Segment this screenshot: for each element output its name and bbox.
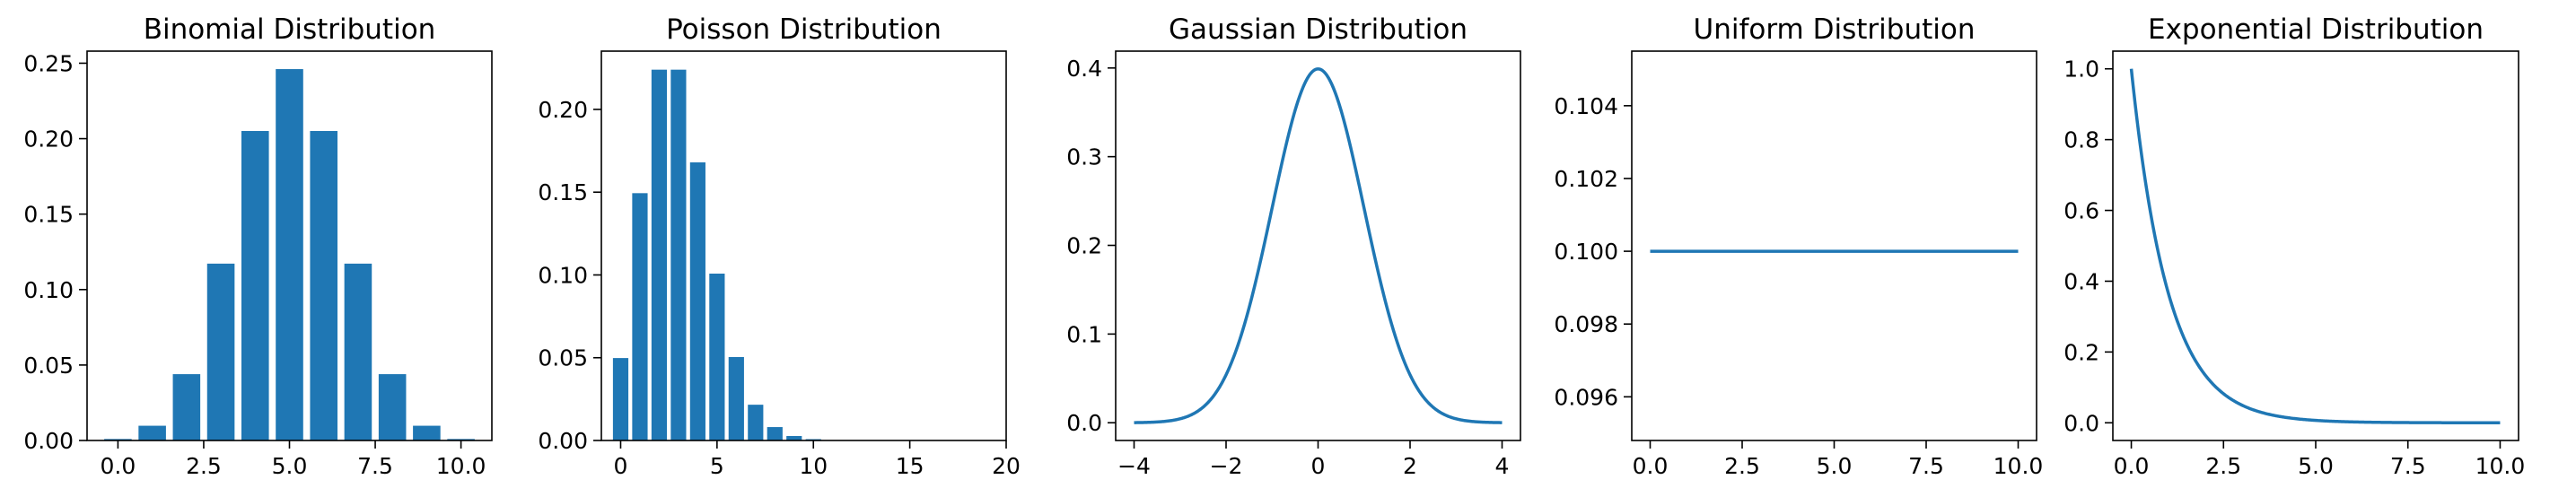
x-tick-label: 5.0 [2298,453,2334,479]
axes-frame [600,50,1007,441]
bar [413,425,441,440]
y-tick-label: 0.15 [538,179,588,205]
chart-panel-3: Gaussian Distribution −4 −2 0 2 4 0.0 0.1 0.2 0.3… [1066,13,1521,479]
bar [138,425,166,440]
x-tick-label: −2 [1210,453,1243,479]
bar [172,374,201,440]
y-tick-label: 0.05 [538,345,588,371]
series-line [2129,68,2502,424]
bar [728,357,744,440]
y-tick-label: 0.25 [23,50,74,76]
x-tick-label: 2.5 [2205,453,2241,479]
bar [378,374,407,440]
x-tick-label: 10.0 [1993,453,2044,479]
bar [767,427,783,440]
bar [632,193,648,441]
x-tick-label: 0.0 [1633,453,1669,479]
y-tick-label: 0.8 [2063,127,2099,153]
y-tick-label: 0.098 [1554,311,1618,337]
x-tick-label: 7.5 [1908,453,1944,479]
bar [241,131,269,441]
axes-frame [2112,50,2519,441]
x-tick-label: 0 [1311,453,1326,479]
axes-frame [1115,50,1521,441]
x-tick-label: 2.5 [1724,453,1760,479]
y-tick-label: 0.0 [2063,410,2099,436]
bar [310,131,338,441]
y-tick-label: 0.104 [1554,93,1618,119]
y-tick-label: 0.20 [538,97,588,123]
bar [612,358,629,440]
y-tick-label: 0.2 [1066,233,1102,259]
y-tick-label: 0.3 [1066,144,1102,170]
x-tick-label: 5.0 [1817,453,1853,479]
chart-panel-4: Uniform Distribution 0.0 2.5 5.0 7.5 10.0 0.09… [1554,13,2043,479]
chart-title: Gaussian Distribution [1169,13,1468,46]
series-line [1133,67,1503,424]
y-tick-label: 0.00 [538,428,588,454]
x-tick-label: 10.0 [2475,453,2526,479]
y-tick-label: 0.4 [1066,56,1102,82]
x-tick-label: −4 [1117,453,1151,479]
y-tick-label: 0.096 [1554,384,1618,410]
x-tick-label: 0.0 [2114,453,2150,479]
bar [447,439,475,440]
axes-frame [1631,50,2037,441]
chart-title: Poisson Distribution [666,13,942,46]
chart-title: Uniform Distribution [1694,13,1976,46]
x-tick-label: 5 [710,453,724,479]
x-tick-label: 10 [799,453,828,479]
bar [206,263,235,440]
x-tick-label: 0 [614,453,628,479]
y-tick-label: 0.6 [2063,198,2099,224]
y-tick-label: 1.0 [2063,57,2099,83]
bar [748,405,764,440]
y-tick-label: 0.15 [23,202,74,228]
y-tick-label: 0.4 [2063,268,2099,294]
bar [651,69,668,441]
bar [104,439,132,440]
chart-panel-2: Poisson Distribution 0 5 10 15 20 0.00 0.05 0.10… [538,13,1021,479]
x-tick-label: 10.0 [436,453,486,479]
y-tick-label: 0.10 [538,262,588,288]
bar [786,436,802,440]
x-tick-label: 0.0 [101,453,136,479]
y-tick-label: 0.05 [23,353,74,379]
y-tick-label: 0.0 [1066,410,1102,436]
x-tick-label: 5.0 [272,453,308,479]
x-tick-label: 7.5 [2390,453,2426,479]
chart-title: Binomial Distribution [144,13,436,46]
chart-panel-5: Exponential Distribution 0.0 2.5 5.0 7.5 10.0… [2063,13,2525,479]
x-tick-label: 2.5 [186,453,222,479]
chart-panel-1: Binomial Distribution 0.0 2.5 5.0 7.5 10.0 0.0… [23,13,493,479]
x-tick-label: 4 [1495,453,1510,479]
y-tick-label: 0.20 [23,126,74,153]
x-tick-label: 20 [992,453,1021,479]
bar [670,69,687,441]
y-tick-label: 0.2 [2063,339,2099,365]
bar [276,69,303,440]
y-tick-label: 0.100 [1554,239,1618,265]
bar [709,274,725,440]
y-tick-label: 0.00 [23,428,74,454]
chart-title: Exponential Distribution [2148,13,2484,46]
y-tick-label: 0.10 [23,277,74,303]
bar [689,162,705,440]
y-tick-label: 0.102 [1554,166,1618,192]
bar [344,263,372,440]
y-tick-label: 0.1 [1066,321,1102,347]
x-tick-label: 7.5 [357,453,393,479]
x-tick-label: 15 [896,453,924,479]
x-tick-label: 2 [1403,453,1417,479]
